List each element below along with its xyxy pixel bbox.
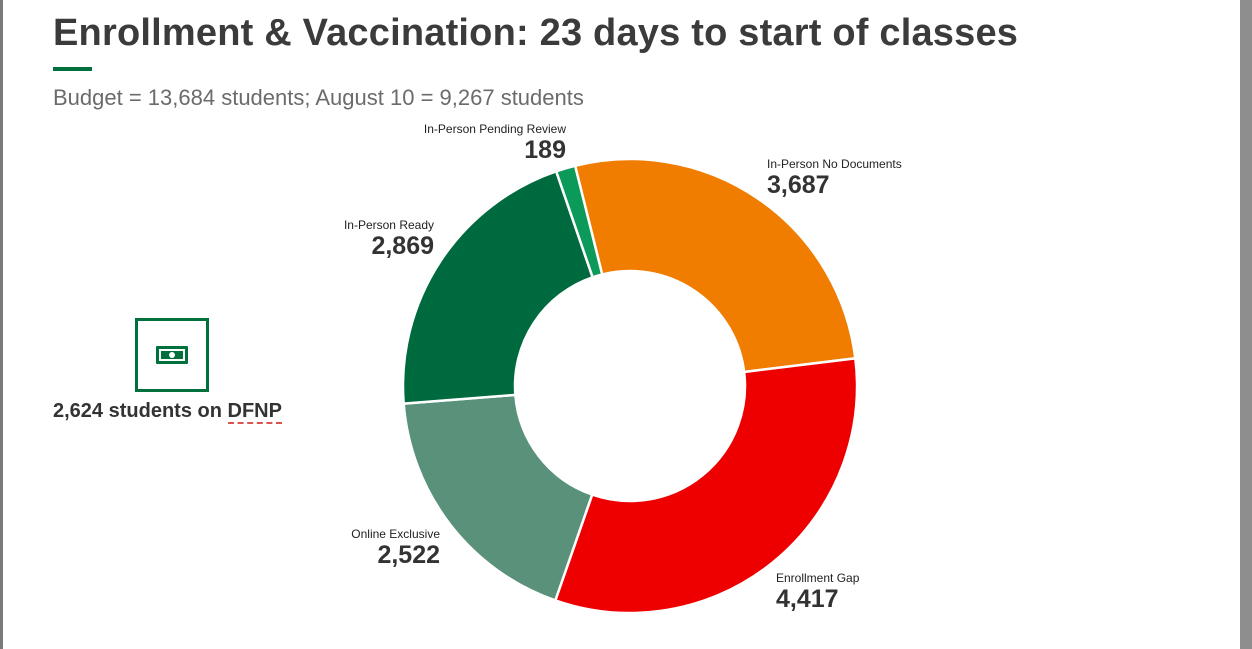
window-frame-left <box>0 0 3 649</box>
page-subtitle: Budget = 13,684 students; August 10 = 9,… <box>53 85 584 110</box>
value-online-exclusive: 2,522 <box>377 541 440 569</box>
label-in-person-ready: In-Person Ready <box>344 218 434 232</box>
value-in-person-pending-review: 189 <box>524 136 566 164</box>
value-enrollment-gap: 4,417 <box>776 585 839 613</box>
slice-in-person-pending-review <box>554 164 604 279</box>
label-in-person-no-documents: In-Person No Documents <box>767 157 902 171</box>
page-title: Enrollment & Vaccination: 23 days to sta… <box>53 12 1019 54</box>
dfnp-caption: 2,624 students on DFNP <box>53 400 282 424</box>
value-in-person-ready: 2,869 <box>371 232 434 260</box>
dfnp-count-text: 2,624 students on <box>53 400 228 422</box>
dfnp-abbreviation: DFNP <box>227 400 282 424</box>
label-online-exclusive: Online Exclusive <box>351 527 440 541</box>
label-enrollment-gap: Enrollment Gap <box>776 571 860 585</box>
slice-online-exclusive <box>402 393 594 602</box>
slice-enrollment-gap <box>553 356 859 615</box>
cash-icon <box>156 346 188 364</box>
title-accent-bar <box>53 67 92 71</box>
window-frame-right <box>1240 0 1252 649</box>
donut-slices <box>401 157 859 615</box>
slice-in-person-ready <box>401 169 595 405</box>
label-in-person-pending-review: In-Person Pending Review <box>424 122 566 136</box>
dfnp-icon-box <box>135 318 209 392</box>
slice-in-person-no-documents <box>573 157 857 374</box>
value-in-person-no-documents: 3,687 <box>767 171 830 199</box>
